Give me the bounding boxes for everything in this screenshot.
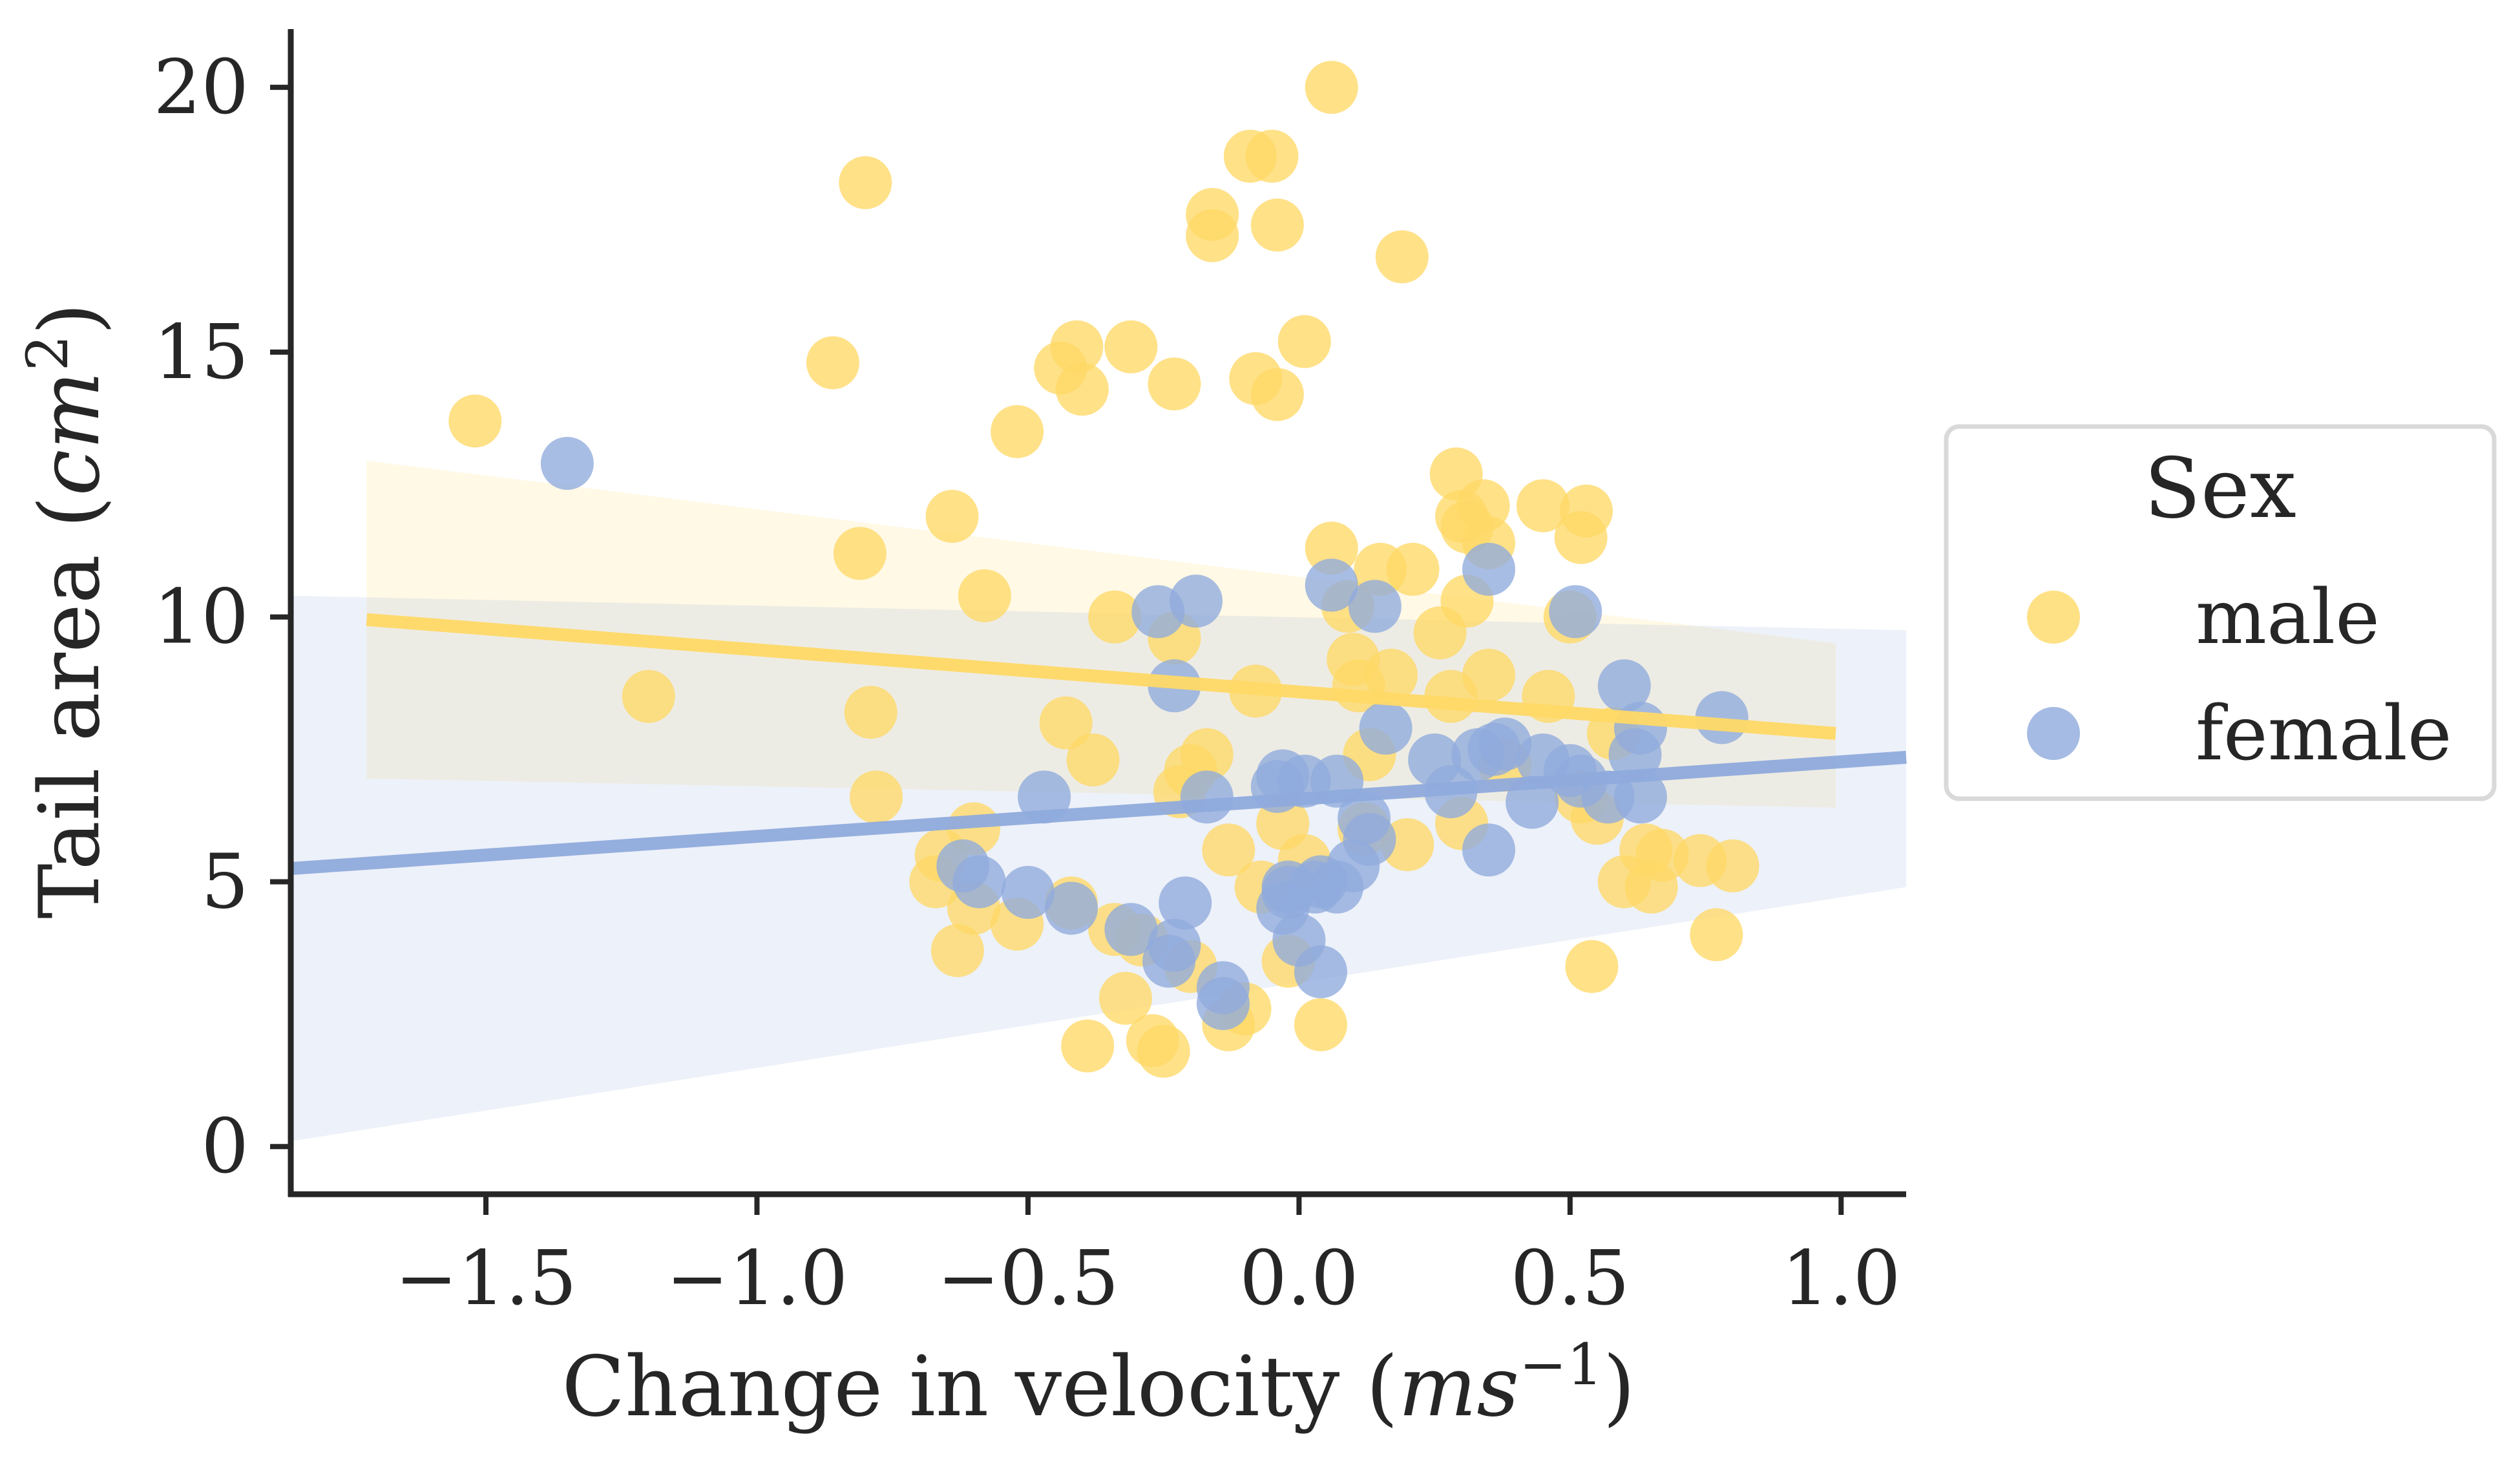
point-female [1359,701,1412,755]
y-axis-label-exponent: 2 [14,335,81,371]
point-female [1549,585,1602,638]
point-male [1088,590,1142,644]
point-male [1050,320,1104,374]
y-tick-label: 15 [153,309,249,396]
point-male [1294,998,1347,1051]
point-female [1159,876,1212,930]
x-tick-label: −0.5 [937,1235,1119,1322]
point-male [1180,728,1234,781]
legend-label-male: male [2196,574,2380,661]
regression-line-female [290,750,1907,875]
regression-line-male [366,613,1836,740]
x-ticks: −1.5 −1.0 −0.5 0.0 0.5 1.0 [395,1194,1901,1322]
point-male [1104,320,1158,374]
point-male [1305,522,1358,575]
point-male [1186,209,1239,262]
point-female [1597,659,1651,713]
point-male [991,405,1044,458]
point-male [1250,198,1304,252]
x-tick-label: −1.0 [666,1235,848,1322]
point-male [1055,363,1109,416]
point-male [930,924,984,978]
y-axis-label-unit: cm [22,371,118,496]
point-male [839,156,892,209]
point-male [1365,648,1418,702]
legend-marker-female [2027,707,2080,760]
point-male [448,394,502,448]
point-female [1613,701,1667,755]
point-male [1462,648,1516,702]
point-male [1375,230,1429,284]
point-female [1196,976,1250,1030]
point-male [622,669,675,723]
point-female [1348,580,1402,633]
point-male [1039,696,1093,750]
point-male [1277,315,1331,368]
point-male [1560,484,1613,538]
point-male [1706,839,1759,892]
x-tick-label: 0.0 [1239,1235,1358,1322]
point-male [1245,129,1299,183]
y-axis-label: Tail area (cm2) [14,302,118,919]
point-male [958,569,1011,622]
axes [288,29,1906,1197]
point-male [1565,940,1619,993]
legend-label-female: female [2196,690,2452,777]
x-axis-label-unit: ms [1398,1339,1519,1435]
point-female [1142,934,1196,988]
point-female [952,855,1006,909]
y-ticks: 0 5 10 15 20 [153,44,291,1190]
point-male [850,770,903,824]
point-male [1202,823,1255,877]
point-male [1516,479,1570,532]
point-male [1148,357,1201,411]
point-male [806,336,859,390]
x-axis-label-exponent: −1 [1519,1331,1603,1398]
point-male [833,527,887,580]
point-male [1386,542,1440,596]
y-tick-label: 5 [201,838,249,925]
point-female [1305,558,1358,612]
y-tick-label: 10 [153,574,249,661]
point-male [844,686,898,739]
legend-marker-male [2027,591,2080,644]
legend-title: Sex [2144,441,2296,537]
point-female [1343,812,1396,866]
point-male [925,489,979,543]
point-female [1180,770,1234,824]
point-male [1305,61,1358,114]
point-male [1690,908,1743,962]
point-male [1061,1019,1115,1073]
point-female [1613,770,1667,824]
point-female [1001,865,1055,919]
x-tick-label: −1.5 [395,1235,577,1322]
regression-lines [290,613,1907,875]
y-tick-label: 20 [153,44,249,131]
x-axis-label: Change in velocity (ms−1) [562,1331,1635,1435]
legend: Sex male female [1944,424,2497,801]
point-male [1066,733,1120,786]
data-points [448,61,1759,1078]
x-tick-label: 0.5 [1511,1235,1630,1322]
point-female [1462,823,1516,877]
point-female [1294,945,1347,998]
point-female [1462,542,1516,596]
y-tick-label: 0 [201,1103,249,1190]
point-female [1170,574,1223,628]
x-tick-label: 1.0 [1781,1235,1900,1322]
legend-frame [1944,424,2497,801]
point-female [540,437,594,490]
point-male [1137,1024,1190,1078]
point-female [1045,881,1098,935]
point-male [1250,368,1304,421]
point-female [1104,903,1158,956]
point-male [1098,971,1152,1025]
